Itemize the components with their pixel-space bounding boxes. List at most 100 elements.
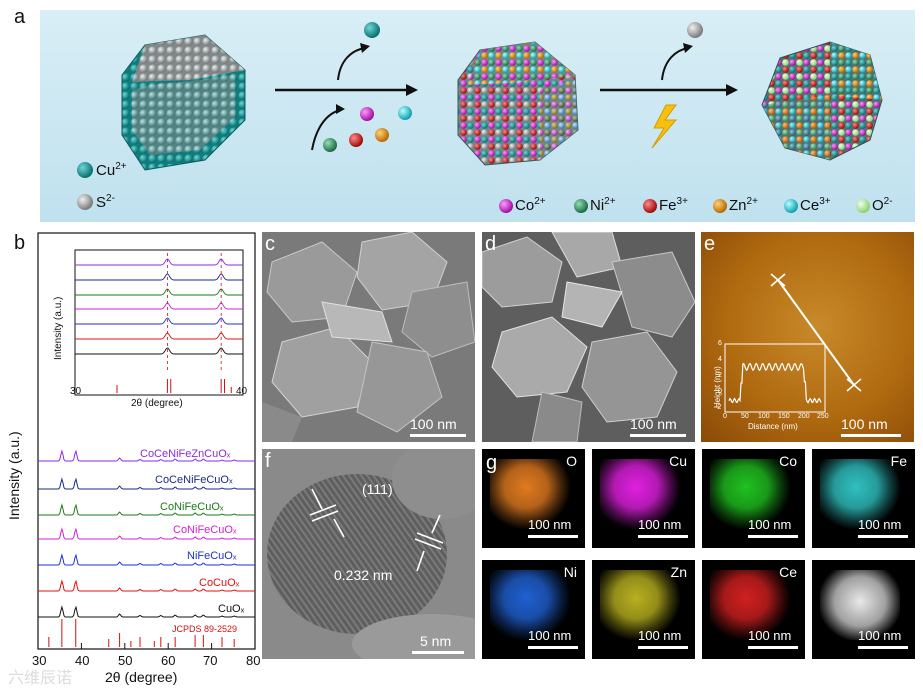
eds-element-label: Co — [779, 453, 797, 469]
eds-signal — [490, 570, 570, 640]
eds-element-label: Zn — [670, 564, 687, 580]
eds-signal — [710, 570, 790, 640]
watermark: 六维辰诺 — [8, 670, 73, 687]
afm-xtick: 200 — [798, 413, 810, 420]
xrd-xlabel: 2θ (degree) — [105, 669, 178, 685]
o-legend-icon — [856, 199, 870, 213]
scalebar-f — [412, 651, 464, 654]
sem-image-c: c 100 nm — [262, 232, 475, 442]
oxide-nanocrystal — [761, 41, 883, 161]
inset-trace — [75, 317, 243, 325]
eds-element-label: Fe — [890, 453, 907, 469]
d-spacing: 0.232 nm — [334, 567, 393, 583]
legend-co: Co2+ — [515, 196, 546, 214]
inset-trace — [75, 332, 243, 340]
eds-scalebar — [858, 535, 908, 538]
xrd-xtick: 80 — [246, 653, 261, 668]
series-label: CoCuOₓ — [199, 577, 240, 589]
lattice-plane: (111) — [362, 481, 393, 497]
panel-c-label: c — [265, 233, 275, 255]
afm-xtick: 150 — [778, 413, 790, 420]
legend-zn: Zn2+ — [729, 196, 758, 214]
inset-ylabel: Intensity (a.u.) — [53, 296, 64, 360]
xrd-xtick: 50 — [118, 653, 133, 668]
xrd-trace — [38, 553, 255, 566]
xrd-xtick: 40 — [75, 653, 90, 668]
eds-signal — [710, 459, 790, 529]
afm-ytick: 6 — [718, 340, 722, 347]
eds-scale: 100 nm — [748, 517, 792, 532]
zn-legend-icon — [713, 199, 727, 213]
xrd-trace — [38, 477, 255, 490]
eds-scale: 100 nm — [638, 517, 682, 532]
panel-b-label: b — [14, 232, 26, 254]
scale-e: 100 nm — [841, 416, 888, 432]
eds-signal — [600, 459, 680, 529]
ni-legend-icon — [574, 199, 588, 213]
eds-signal — [820, 459, 900, 529]
scale-d: 100 nm — [630, 416, 677, 432]
afm-ytick: 4 — [718, 356, 722, 363]
panel-d-label: d — [485, 233, 497, 255]
eds-map-tile: Co 100 nm — [702, 449, 805, 548]
series-label: CuOₓ — [218, 603, 245, 615]
series-label: CoCeNiFeCuOₓ — [155, 474, 233, 486]
scalebar-c — [410, 434, 466, 437]
doped-nanocrystal — [457, 41, 579, 166]
xrd-trace — [38, 503, 255, 516]
afm-xtick: 0 — [723, 413, 727, 420]
legend-s: S2- — [96, 193, 115, 211]
series-label: CoNiFeCuOₓ — [160, 501, 224, 513]
afm-xtick: 50 — [741, 413, 749, 420]
afm-profile-line — [724, 273, 862, 413]
panel-a-label: a — [14, 6, 26, 28]
scale-f: 5 nm — [420, 633, 452, 649]
xrd-chart — [37, 232, 256, 650]
xrd-trace — [38, 449, 255, 462]
eds-scalebar — [528, 646, 578, 649]
xrd-trace — [38, 605, 255, 618]
jcpds-label: JCPDS 89-2529 — [172, 624, 238, 634]
cu-legend-icon — [77, 162, 93, 178]
legend-ni: Ni2+ — [590, 196, 616, 214]
afm-xtick: 100 — [758, 413, 770, 420]
xrd-xtick: 70 — [203, 653, 218, 668]
eds-element-label: O — [566, 453, 577, 469]
afm-xtick: 250 — [817, 413, 829, 420]
xrd-xtick: 60 — [161, 653, 176, 668]
eds-map-tile: O 100 nm — [482, 449, 585, 548]
eds-map-tile: Cu 100 nm — [592, 449, 695, 548]
lightning-icon — [651, 104, 678, 149]
eds-signal — [600, 570, 680, 640]
eds-element-label: Cu — [669, 453, 687, 469]
eds-map-tile: Fe 100 nm — [812, 449, 915, 548]
afm-ytick: 2 — [718, 372, 722, 379]
co-legend-icon — [499, 199, 513, 213]
eds-map-tile: Zn 100 nm — [592, 560, 695, 659]
eds-map-tile: Ni 100 nm — [482, 560, 585, 659]
panel-g-label: g — [486, 452, 498, 474]
inset-trace — [75, 302, 243, 310]
eds-map-tile: Ce 100 nm — [702, 560, 805, 659]
eds-map-tile: 100 nm — [812, 560, 915, 659]
scalebar-e — [841, 434, 901, 437]
eds-scale: 100 nm — [858, 628, 902, 643]
eds-scalebar — [638, 646, 688, 649]
inset-trace — [75, 258, 243, 266]
sem-image-d: d 100 nm — [482, 232, 695, 442]
xrd-trace — [38, 579, 255, 592]
scale-c: 100 nm — [410, 416, 457, 432]
panel-f-label: f — [265, 450, 271, 472]
ce-legend-icon — [784, 199, 798, 213]
oxidation-arrow — [600, 22, 738, 96]
eds-scalebar — [638, 535, 688, 538]
inset-xlabel: 2θ (degree) — [131, 398, 183, 409]
afm-ytick: -2 — [715, 404, 722, 411]
legend-ce: Ce3+ — [800, 196, 831, 214]
inset-trace — [75, 273, 243, 281]
afm-image-e: e Height (nm) 6 4 2 0 -2 0 50 100 150 20… — [701, 232, 914, 442]
hrtem-lattice — [262, 449, 475, 659]
inset-trace — [75, 288, 243, 296]
panel-a-scheme — [77, 22, 883, 213]
legend-o: O2- — [872, 196, 893, 214]
